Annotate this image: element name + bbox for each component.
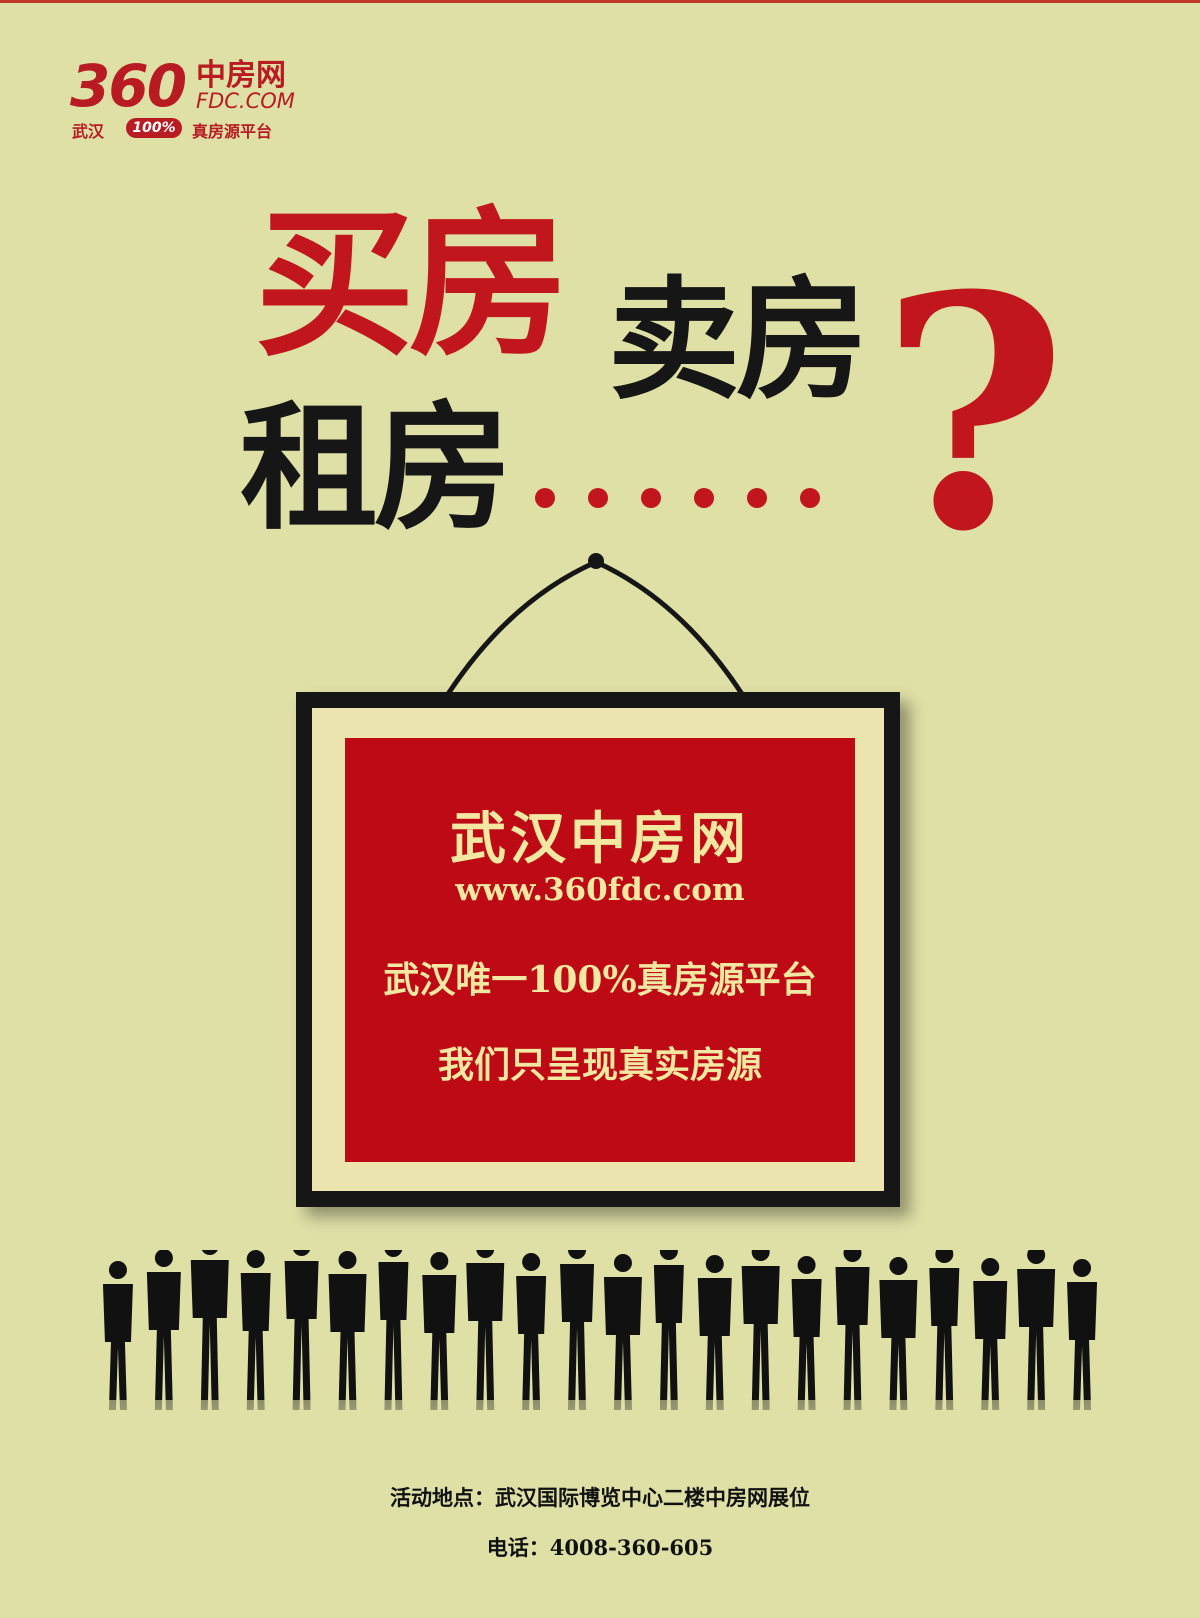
top-border-line (0, 0, 1200, 3)
logo-slogan: 真房源平台 (192, 122, 273, 141)
headline-sell: 卖房 (608, 264, 868, 418)
sign-panel: 武汉中房网 www.360fdc.com 武汉唯一100%真房源平台 我们只呈现… (345, 738, 855, 1162)
reflection-fade (0, 1400, 1200, 1470)
site-logo[interactable]: 360 中房网 FDC.COM 武汉 100% 真房源平台 (68, 52, 328, 141)
logo-brand: 中房网 (196, 58, 286, 93)
person-silhouette (835, 1250, 870, 1410)
person-silhouette (791, 1256, 822, 1410)
person-silhouette (741, 1250, 780, 1410)
people-silhouettes-icon (102, 1250, 1098, 1410)
contact-phone[interactable]: 电话：4008-360-605 (486, 1535, 714, 1560)
person-silhouette (653, 1250, 684, 1410)
hanging-string-icon (445, 553, 745, 696)
person-silhouette (284, 1250, 319, 1410)
person-silhouette (973, 1258, 1008, 1410)
sign-slogan: 武汉唯一100%真房源平台 (383, 959, 817, 1001)
logo-domain: FDC.COM (196, 89, 295, 113)
logo-number: 360 (70, 52, 187, 120)
person-silhouette (879, 1257, 918, 1410)
question-mark: ? (880, 227, 1068, 602)
person-silhouette (1067, 1259, 1098, 1410)
sign-brand: 武汉中房网 (450, 807, 750, 872)
person-silhouette (560, 1250, 595, 1410)
person-silhouette (516, 1253, 547, 1410)
person-silhouette (328, 1251, 367, 1410)
person-silhouette (603, 1254, 642, 1410)
logo-badge: 100% (126, 118, 182, 138)
person-silhouette (190, 1250, 229, 1410)
logo-city: 武汉 (72, 122, 105, 141)
sign-url[interactable]: www.360fdc.com (455, 872, 745, 908)
event-venue: 活动地点：武汉国际博览中心二楼中房网展位 (390, 1485, 810, 1510)
person-silhouette (466, 1250, 505, 1410)
person-silhouette (422, 1252, 457, 1410)
person-silhouette (102, 1261, 133, 1410)
person-silhouette (146, 1250, 181, 1410)
headline-rent: 租房 (240, 388, 512, 549)
sign-promise: 我们只呈现真实房源 (437, 1044, 762, 1086)
person-silhouette (929, 1250, 960, 1410)
person-silhouette (240, 1250, 271, 1410)
person-silhouette (378, 1250, 409, 1410)
person-silhouette (1017, 1250, 1056, 1410)
person-silhouette (697, 1255, 732, 1410)
headline-buy: 买房 (255, 191, 569, 378)
